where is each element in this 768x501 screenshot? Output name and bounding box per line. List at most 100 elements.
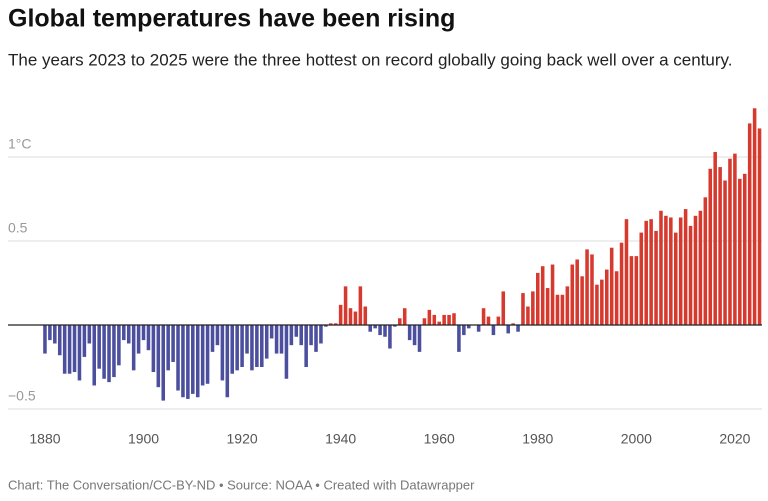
bar	[368, 325, 372, 332]
bar	[166, 325, 170, 371]
bar	[585, 249, 589, 325]
bar	[117, 325, 121, 366]
bar	[521, 293, 525, 325]
bar	[575, 259, 579, 325]
bar	[412, 325, 417, 346]
bar	[654, 230, 658, 325]
bar	[191, 325, 195, 394]
bar	[481, 308, 486, 325]
bar	[324, 325, 328, 327]
bar	[432, 314, 437, 325]
bar	[97, 325, 101, 369]
bar	[388, 325, 392, 349]
bar	[126, 325, 131, 344]
bar	[107, 325, 111, 383]
x-tick-label: 2020	[719, 431, 750, 447]
bar	[373, 325, 377, 329]
bar	[629, 256, 634, 325]
bar	[437, 321, 441, 325]
bar	[200, 325, 205, 386]
bar	[570, 264, 575, 325]
bar	[526, 306, 530, 325]
bar	[289, 325, 294, 346]
bar	[393, 325, 397, 327]
bar	[693, 215, 698, 325]
bar	[738, 178, 742, 325]
bar	[77, 325, 82, 381]
bar	[195, 325, 200, 398]
bar	[53, 325, 57, 344]
bar	[215, 325, 220, 346]
chart-footer: Chart: The Conversation/CC-BY-ND • Sourc…	[8, 477, 475, 492]
bar	[225, 325, 230, 398]
bar	[220, 325, 225, 381]
bar	[250, 325, 254, 371]
bar	[186, 325, 190, 399]
bar	[141, 325, 146, 341]
bar	[619, 242, 624, 325]
bar	[688, 225, 693, 325]
bar	[447, 314, 451, 325]
bar	[580, 276, 584, 325]
bar	[338, 304, 343, 325]
bar	[609, 247, 614, 325]
bar	[683, 209, 688, 325]
bar	[742, 173, 747, 325]
bar	[151, 325, 156, 373]
x-tick-label: 2000	[621, 431, 652, 447]
bar	[57, 325, 62, 356]
bar	[600, 279, 604, 325]
bar	[506, 325, 510, 334]
bar	[72, 325, 77, 373]
x-tick-label: 1940	[325, 431, 356, 447]
bar	[669, 217, 673, 325]
bar	[112, 325, 116, 378]
bar	[496, 316, 501, 325]
bar	[255, 325, 259, 367]
bar	[565, 286, 570, 325]
bar	[131, 325, 136, 371]
bar	[422, 318, 427, 325]
bar	[348, 308, 353, 325]
bar	[319, 325, 323, 344]
bar	[659, 210, 663, 325]
bar	[545, 288, 550, 325]
bar	[747, 123, 752, 326]
bar	[718, 167, 722, 325]
x-tick-label: 1980	[522, 431, 553, 447]
bar	[467, 325, 471, 329]
bar	[407, 325, 412, 341]
bar	[757, 128, 762, 325]
bar	[171, 325, 175, 362]
bar	[43, 325, 47, 354]
x-tick-label: 1900	[128, 431, 159, 447]
bar	[590, 254, 594, 325]
bar	[333, 323, 338, 325]
bar	[417, 325, 422, 352]
bar	[476, 325, 481, 332]
bar	[516, 325, 520, 332]
bar	[146, 325, 151, 351]
bar	[329, 323, 333, 325]
bar	[240, 325, 244, 367]
bar	[269, 325, 274, 339]
bar	[284, 325, 289, 379]
bar	[279, 325, 284, 354]
chart-title: Global temperatures have been rising	[8, 5, 455, 33]
bar	[402, 308, 407, 325]
bar	[48, 325, 52, 341]
bar	[136, 325, 141, 354]
bar	[491, 325, 496, 336]
bar	[713, 151, 717, 325]
bar	[673, 232, 678, 325]
bar	[649, 219, 653, 325]
bar	[634, 256, 639, 325]
bar	[343, 286, 348, 325]
bar	[274, 325, 279, 354]
bar	[260, 325, 264, 367]
bar	[67, 325, 72, 374]
bar	[442, 314, 446, 325]
bar	[555, 294, 560, 325]
bar	[678, 217, 683, 325]
bar	[501, 291, 506, 325]
